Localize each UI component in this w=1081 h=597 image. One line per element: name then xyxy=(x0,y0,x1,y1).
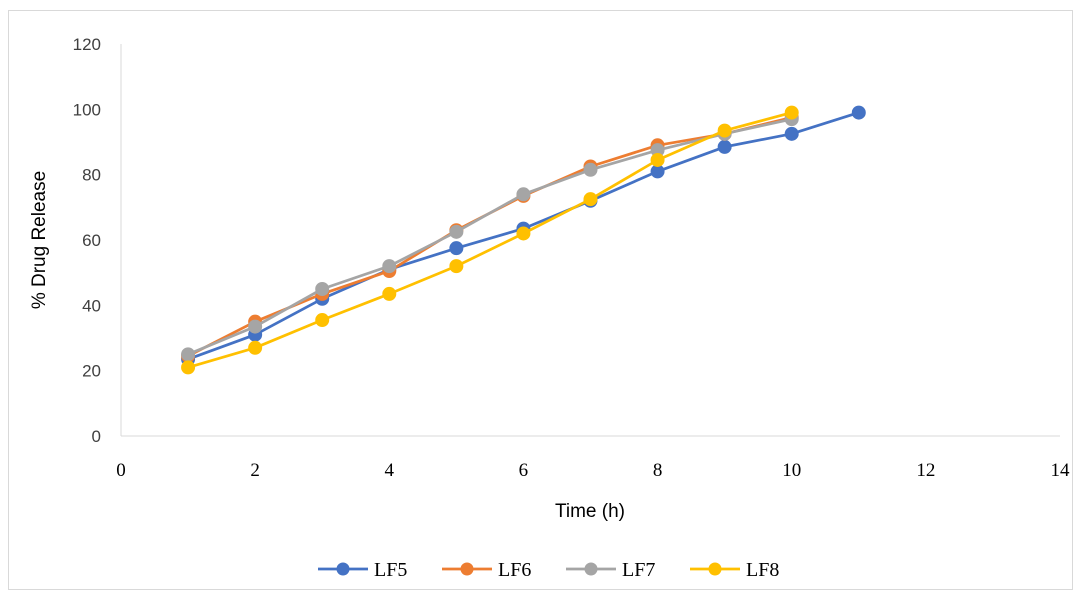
y-axis-title: % Drug Release xyxy=(29,171,50,309)
y-tick-label: 40 xyxy=(82,296,101,315)
y-tick-label: 80 xyxy=(82,166,101,185)
y-tick-label: 120 xyxy=(73,35,101,54)
data-point xyxy=(382,259,397,274)
data-point xyxy=(449,224,464,239)
legend: LF5 LF6 LF7 LF8 xyxy=(318,559,779,581)
x-tick-label: 0 xyxy=(116,460,126,481)
data-point xyxy=(248,340,263,355)
series-line xyxy=(186,116,794,358)
legend-item-lf7: LF7 xyxy=(566,559,655,581)
data-point xyxy=(449,241,464,256)
data-point xyxy=(717,123,732,138)
axes xyxy=(120,44,1060,437)
y-tick-labels: 0 20 40 60 80 100 120 xyxy=(73,35,101,446)
legend-label: LF8 xyxy=(746,559,779,581)
series-line xyxy=(186,111,794,369)
legend-marker xyxy=(336,562,350,576)
legend-label: LF7 xyxy=(622,559,655,581)
data-point xyxy=(784,105,799,120)
data-point xyxy=(516,187,531,202)
data-point xyxy=(315,282,330,296)
data-point xyxy=(248,319,263,334)
y-tick-label: 0 xyxy=(92,427,101,446)
data-point xyxy=(650,152,665,167)
legend-label: LF6 xyxy=(498,559,531,581)
data-point xyxy=(717,139,732,154)
series-line xyxy=(186,117,794,356)
data-point xyxy=(784,126,799,141)
legend-label: LF5 xyxy=(374,559,407,581)
y-tick-label: 20 xyxy=(82,362,101,381)
chart-frame xyxy=(8,10,1073,590)
data-point xyxy=(449,259,464,274)
data-point xyxy=(181,360,196,375)
legend-item-lf5: LF5 xyxy=(318,559,407,581)
x-tick-label: 10 xyxy=(782,460,801,481)
data-point xyxy=(516,226,531,241)
data-point xyxy=(851,105,866,120)
x-axis-title: Time (h) xyxy=(555,501,625,522)
legend-marker xyxy=(584,562,598,576)
data-point xyxy=(583,192,598,207)
series-layer xyxy=(181,105,866,375)
data-point xyxy=(315,313,330,328)
x-tick-label: 6 xyxy=(519,460,529,481)
legend-marker xyxy=(460,562,474,576)
x-tick-label: 4 xyxy=(385,460,395,481)
legend-item-lf8: LF8 xyxy=(690,559,779,581)
y-tick-label: 100 xyxy=(73,100,101,119)
x-tick-label: 12 xyxy=(916,460,935,481)
series-lf8 xyxy=(181,105,799,375)
data-point xyxy=(583,162,598,177)
data-point xyxy=(382,286,397,301)
x-tick-label: 8 xyxy=(653,460,663,481)
legend-item-lf6: LF6 xyxy=(442,559,531,581)
data-point xyxy=(181,347,196,362)
y-tick-label: 60 xyxy=(82,231,101,250)
legend-marker xyxy=(708,562,722,576)
x-tick-labels: 0 2 4 6 8 10 12 14 xyxy=(116,460,1070,481)
x-tick-label: 2 xyxy=(250,460,260,481)
series-lf7 xyxy=(181,112,799,362)
x-tick-label: 14 xyxy=(1051,460,1071,481)
